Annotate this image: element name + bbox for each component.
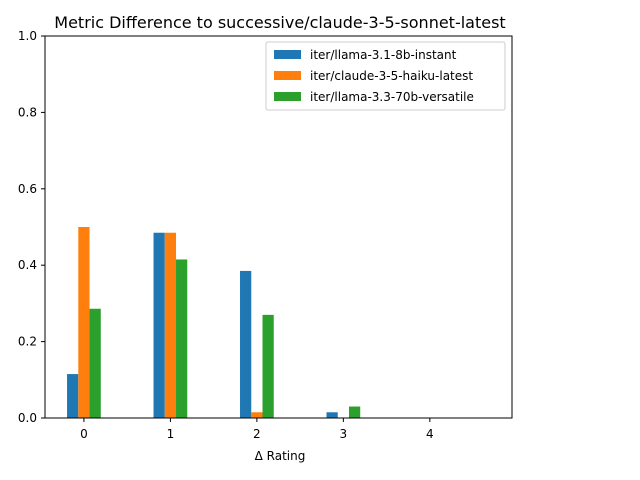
x-axis-ticks: 0 1 2 3 4 [80, 418, 434, 441]
y-tick-label: 0.0 [18, 411, 37, 425]
legend-swatch [274, 71, 301, 80]
bar-2-3 [348, 406, 361, 418]
legend-box [265, 41, 506, 111]
bar-0-3 [326, 412, 338, 418]
y-tick-label: 0.4 [18, 258, 37, 272]
x-tick-label: 2 [253, 427, 261, 441]
legend-swatch [274, 92, 301, 101]
legend-label: iter/llama-3.3-70b-versatile [310, 90, 474, 104]
y-tick-label: 0.6 [18, 182, 37, 196]
bar-1-2 [251, 412, 263, 418]
bar-1-0 [78, 227, 90, 418]
y-tick-label: 0.2 [18, 335, 37, 349]
x-tick-label: 4 [426, 427, 434, 441]
bars-group [67, 227, 361, 418]
legend-label: iter/llama-3.1-8b-instant [310, 48, 457, 62]
bar-0-1 [153, 232, 165, 418]
x-tick-label: 0 [80, 427, 88, 441]
legend-label: iter/claude-3-5-haiku-latest [310, 69, 473, 83]
y-tick-label: 0.8 [18, 105, 37, 119]
y-tick-label: 1.0 [18, 29, 37, 43]
chart-title: Metric Difference to successive/claude-3… [54, 13, 505, 32]
x-tick-label: 1 [167, 427, 175, 441]
plot-area-frame [44, 35, 513, 419]
x-axis-label: Δ Rating [255, 449, 306, 463]
legend-swatch [274, 50, 301, 59]
bar-0-0 [67, 374, 79, 418]
bar-2-1 [176, 259, 188, 418]
bar-1-1 [164, 232, 177, 418]
bar-2-2 [262, 314, 274, 418]
bar-0-2 [240, 270, 252, 418]
y-axis-ticks: 0.0 0.2 0.4 0.6 0.8 1.0 [18, 29, 45, 425]
legend: iter/llama-3.1-8b-instant iter/claude-3-5… [265, 41, 506, 111]
bar-2-0 [89, 308, 101, 418]
x-tick-label: 3 [340, 427, 348, 441]
